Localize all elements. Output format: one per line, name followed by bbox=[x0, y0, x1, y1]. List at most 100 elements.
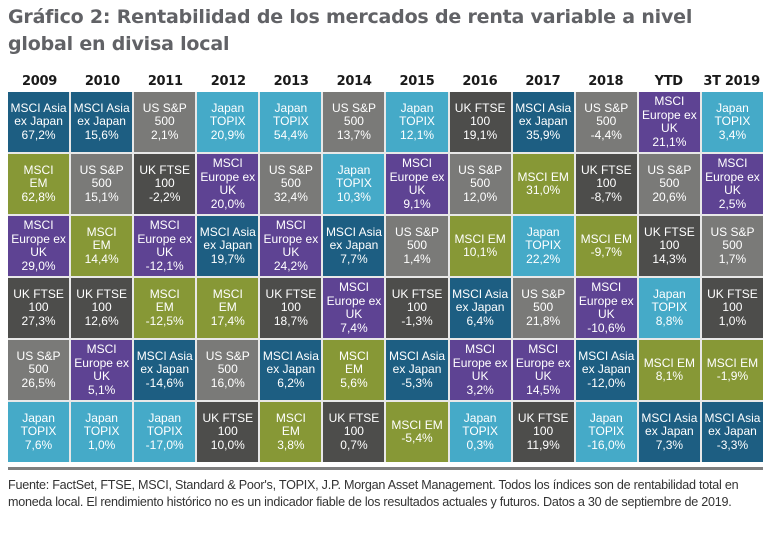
column-header: 2009 bbox=[21, 74, 57, 89]
quilt-cell: MSCI Asia ex Japan -3,3% bbox=[701, 402, 763, 462]
column-header: 2011 bbox=[147, 74, 183, 89]
index-label: MSCI Asia ex Japan bbox=[199, 224, 256, 253]
return-value: 7,4% bbox=[340, 320, 368, 335]
separator-line bbox=[8, 467, 763, 470]
quilt-cell: MSCI Europe ex UK 20,0% bbox=[197, 154, 259, 214]
quilt-cell: US S&P 500 1,7% bbox=[701, 216, 763, 276]
index-label: US S&P 500 bbox=[710, 224, 755, 253]
quilt-cell: UK FTSE 100 10,0% bbox=[197, 402, 259, 462]
index-label: US S&P 500 bbox=[458, 162, 503, 191]
index-label: Japan TOPIX bbox=[525, 224, 562, 253]
index-label: UK FTSE 100 bbox=[580, 162, 632, 191]
quilt-cell: US S&P 500 2,1% bbox=[134, 92, 196, 152]
return-value: -4,4% bbox=[590, 127, 622, 142]
return-value: -3,3% bbox=[716, 437, 749, 452]
quilt-cell: UK FTSE 100 0,7% bbox=[323, 402, 385, 462]
return-value: 20,6% bbox=[652, 189, 687, 204]
quilt-cell: MSCI Asia ex Japan 7,7% bbox=[323, 216, 385, 276]
index-label: US S&P 500 bbox=[16, 348, 61, 377]
quilt-cell: Japan TOPIX 20,9% bbox=[197, 92, 259, 152]
return-value: 18,7% bbox=[273, 313, 308, 328]
column-header: 2018 bbox=[588, 74, 624, 89]
returns-quilt-grid: MSCI Asia ex Japan 67,2% MSCI Asia ex Japa… bbox=[8, 92, 763, 462]
index-label: MSCI EM bbox=[23, 162, 54, 191]
return-value: -2,2% bbox=[149, 189, 181, 204]
return-value: -1,9% bbox=[716, 369, 749, 383]
quilt-cell: MSCI Europe ex UK 24,2% bbox=[260, 216, 322, 276]
quilt-cell: US S&P 500 13,7% bbox=[323, 92, 385, 152]
quilt-cell: UK FTSE 100 27,3% bbox=[8, 278, 70, 338]
index-label: US S&P 500 bbox=[647, 162, 692, 191]
quilt-cell: MSCI EM -12,5% bbox=[134, 278, 196, 338]
quilt-cell: MSCI EM -5,4% bbox=[386, 402, 448, 462]
index-label: UK FTSE 100 bbox=[76, 286, 127, 315]
quilt-cell: MSCI Europe ex UK 2,5% bbox=[701, 154, 763, 214]
chart-title: Gráfico 2: Rentabilidad de los mercados … bbox=[8, 6, 693, 55]
quilt-cell: MSCI Asia ex Japan 19,7% bbox=[197, 216, 259, 276]
index-label: US S&P 500 bbox=[268, 162, 313, 191]
return-value: 14,5% bbox=[526, 382, 561, 397]
index-label: MSCI EM bbox=[391, 417, 443, 432]
return-value: -10,6% bbox=[587, 320, 626, 335]
return-value: 8,1% bbox=[655, 369, 684, 383]
index-label: MSCI EM bbox=[580, 231, 632, 246]
index-label: UK FTSE 100 bbox=[265, 286, 317, 315]
index-label: UK FTSE 100 bbox=[139, 162, 191, 191]
return-value: 1,4% bbox=[403, 251, 431, 266]
quilt-cell: Japan TOPIX -16,0% bbox=[575, 402, 637, 462]
return-value: 15,6% bbox=[84, 127, 119, 142]
quilt-cell: MSCI EM 14,4% bbox=[71, 216, 133, 276]
quilt-cell: US S&P 500 16,0% bbox=[197, 340, 259, 400]
return-value: -12,5% bbox=[145, 313, 184, 328]
quilt-cell: Japan TOPIX 7,6% bbox=[8, 402, 70, 462]
quilt-cell: MSCI EM 8,1% bbox=[638, 340, 700, 400]
index-label: MSCI Europe ex UK bbox=[705, 156, 760, 197]
return-value: -9,7% bbox=[590, 245, 622, 259]
quilt-cell: MSCI Europe ex UK 5,1% bbox=[71, 340, 133, 400]
index-label: US S&P 500 bbox=[331, 100, 376, 129]
quilt-cell: Japan TOPIX 1,0% bbox=[71, 402, 133, 462]
quilt-cell: MSCI Asia ex Japan 67,2% bbox=[8, 92, 70, 152]
return-value: 21,8% bbox=[526, 313, 561, 328]
index-label: Japan TOPIX bbox=[272, 100, 309, 129]
column-header: 3T 2019 bbox=[703, 74, 760, 89]
quilt-cell: UK FTSE 100 -8,7% bbox=[575, 154, 637, 214]
quilt-cell: MSCI Europe ex UK -10,6% bbox=[575, 278, 637, 338]
quilt-cell: MSCI Asia ex Japan -14,6% bbox=[134, 340, 196, 400]
index-label: US S&P 500 bbox=[79, 162, 124, 191]
return-value: 19,1% bbox=[463, 127, 498, 142]
quilt-cell: UK FTSE 100 18,7% bbox=[260, 278, 322, 338]
index-label: Japan TOPIX bbox=[399, 100, 435, 129]
index-label: US S&P 500 bbox=[395, 224, 440, 253]
return-value: 0,3% bbox=[466, 437, 494, 452]
quilt-cell: MSCI EM 10,1% bbox=[449, 216, 511, 276]
quilt-cell: US S&P 500 26,5% bbox=[8, 340, 70, 400]
quilt-cell: Japan TOPIX 22,2% bbox=[512, 216, 574, 276]
quilt-cell: Japan TOPIX 12,1% bbox=[386, 92, 448, 152]
index-label: MSCI Asia ex Japan bbox=[136, 348, 193, 377]
quilt-cell: MSCI Europe ex UK 29,0% bbox=[8, 216, 70, 276]
index-label: MSCI EM bbox=[643, 355, 696, 370]
index-label: UK FTSE 100 bbox=[517, 410, 569, 439]
return-value: 7,3% bbox=[655, 437, 684, 452]
return-value: -5,3% bbox=[401, 375, 433, 390]
return-value: 16,0% bbox=[210, 375, 245, 390]
return-value: 54,4% bbox=[273, 127, 308, 142]
quilt-cell: UK FTSE 100 11,9% bbox=[512, 402, 574, 462]
column-header: 2013 bbox=[273, 74, 309, 89]
index-label: US S&P 500 bbox=[584, 100, 629, 129]
index-label: Japan TOPIX bbox=[714, 100, 751, 129]
return-value: 14,4% bbox=[84, 251, 119, 266]
index-label: MSCI EM bbox=[517, 169, 569, 184]
quilt-cell: UK FTSE 100 -2,2% bbox=[134, 154, 196, 214]
index-label: MSCI Europe ex UK bbox=[578, 280, 634, 321]
index-label: MSCI Asia ex Japan bbox=[452, 286, 509, 315]
index-label: MSCI Asia ex Japan bbox=[641, 410, 698, 439]
return-value: 19,7% bbox=[210, 251, 245, 266]
return-value: 26,5% bbox=[21, 375, 56, 390]
column-header: YTD bbox=[654, 74, 683, 89]
return-value: 32,4% bbox=[273, 189, 308, 204]
column-headers: 2009 2010 2011 2012 2013 2014 2015 2016 2017 2018… bbox=[8, 74, 763, 92]
return-value: 11,9% bbox=[526, 437, 560, 452]
column-header: 2014 bbox=[336, 74, 372, 89]
